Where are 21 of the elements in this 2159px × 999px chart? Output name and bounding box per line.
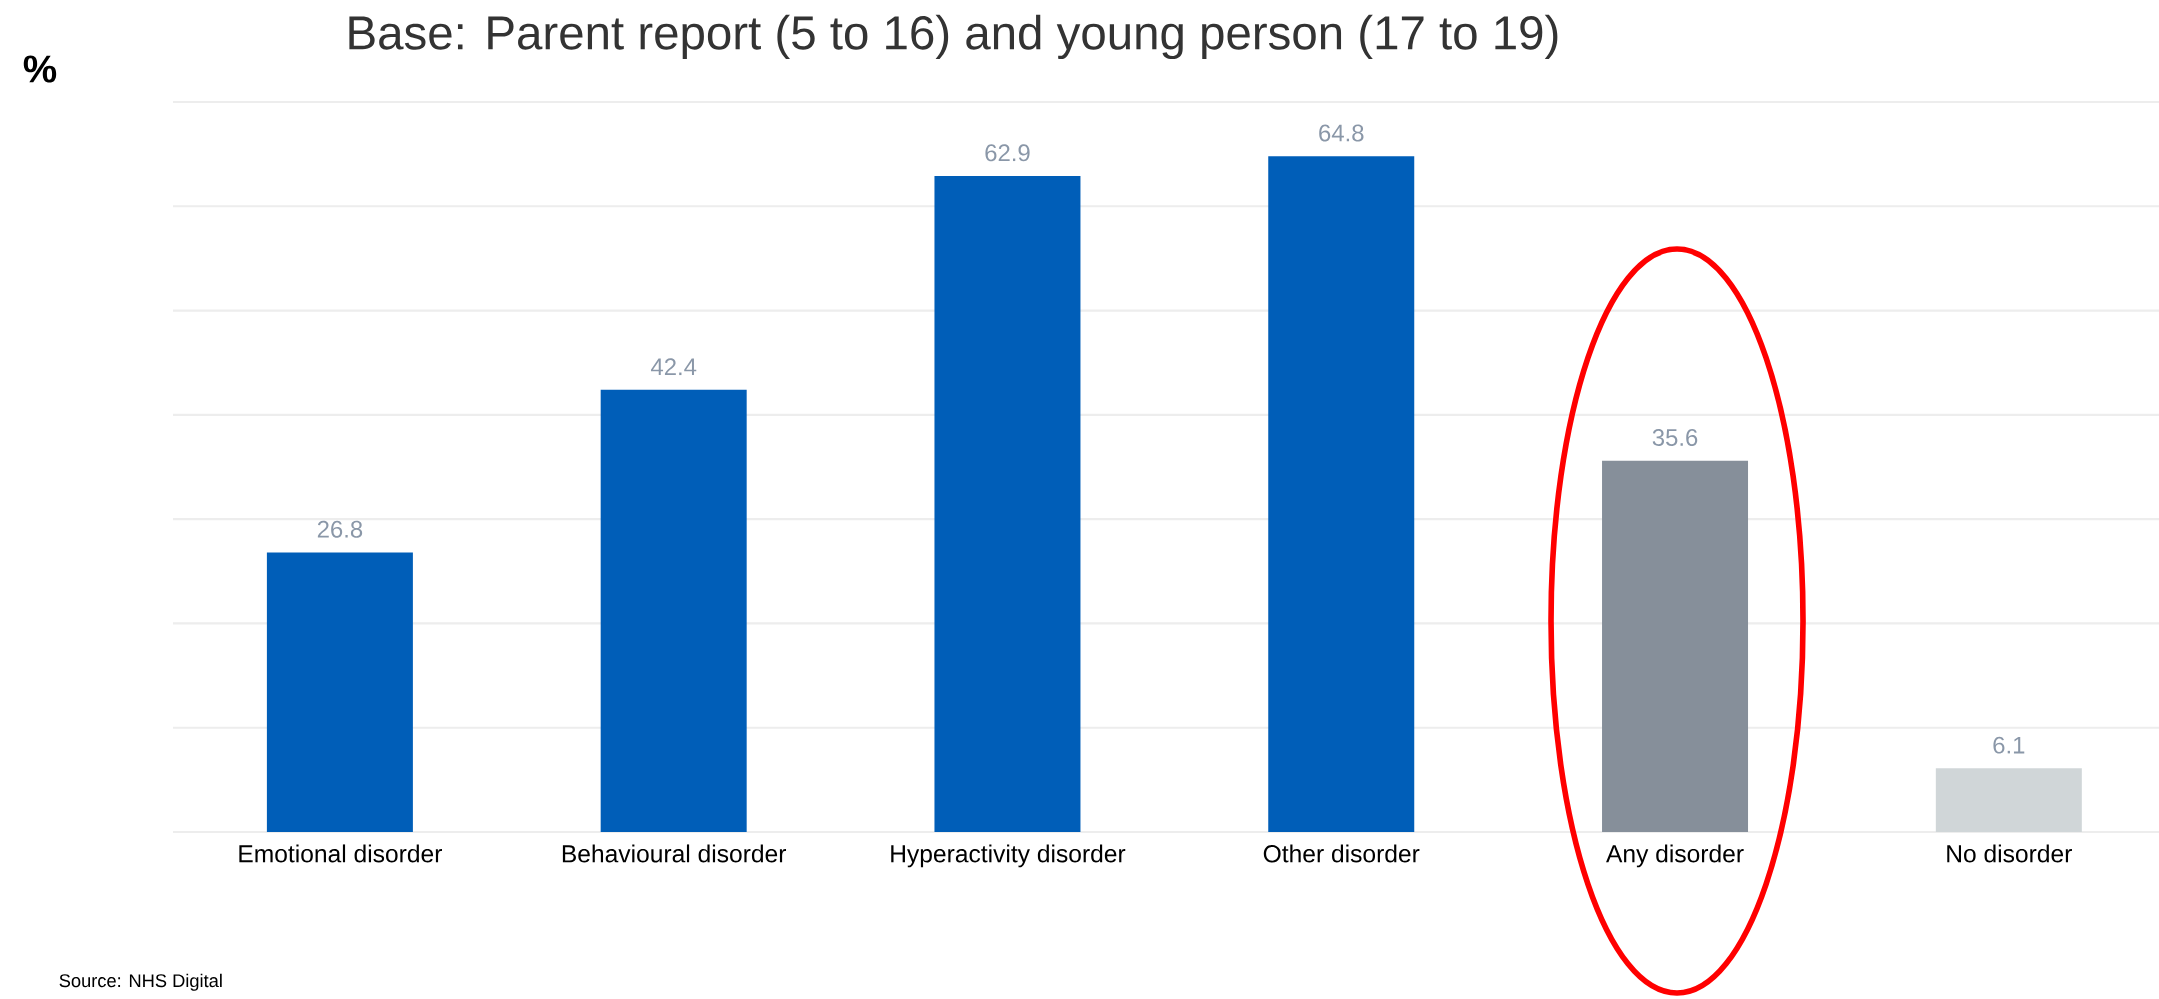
data-label: 62.9 bbox=[985, 144, 1030, 162]
x-tick-label: Other disorder bbox=[1263, 844, 1420, 863]
bar bbox=[1602, 460, 1749, 832]
x-tick-label: Hyperactivity disorder bbox=[891, 844, 1126, 868]
chart-title: Base: Parent report (5 to 16) and young person (17 to 19) bbox=[349, 14, 1558, 60]
x-tick-label: Behavioural disorder bbox=[562, 844, 787, 863]
bar bbox=[934, 176, 1081, 832]
data-label: 6.1 bbox=[1993, 736, 2025, 754]
data-label: 26.8 bbox=[317, 520, 363, 538]
x-tick-label: No disorder bbox=[1947, 844, 2072, 863]
y-axis-title: % bbox=[23, 55, 57, 83]
bar bbox=[600, 389, 747, 832]
bar bbox=[1268, 156, 1415, 832]
data-label: 64.8 bbox=[1319, 124, 1364, 142]
bar bbox=[266, 552, 413, 832]
data-label: 35.6 bbox=[1652, 429, 1698, 446]
x-tick-label: Emotional disorder bbox=[239, 844, 442, 863]
x-tick-label: Any disorder bbox=[1606, 844, 1744, 868]
data-label: 42.4 bbox=[650, 358, 697, 376]
bar bbox=[1935, 768, 2082, 832]
source-note: Source: NHS Digital bbox=[59, 973, 222, 991]
